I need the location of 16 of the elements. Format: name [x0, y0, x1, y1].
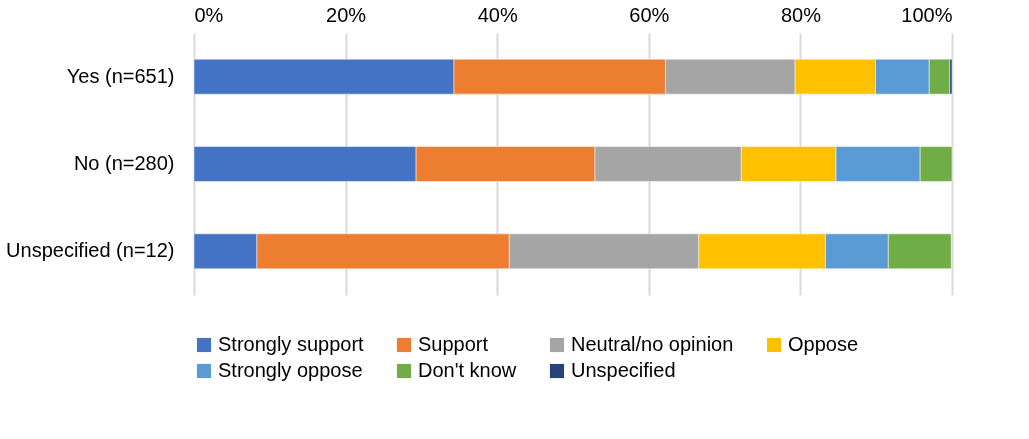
legend-label: Neutral/no opinion	[571, 333, 734, 355]
legend-label: Strongly oppose	[218, 359, 363, 381]
y-tick-label: Yes (n=651)	[66, 64, 175, 87]
x-tick-label: 80%	[780, 3, 822, 26]
x-tick-label: 100%	[901, 3, 953, 26]
x-tick-label: 0%	[194, 3, 224, 26]
legend-label: Don't know	[418, 359, 517, 381]
legend-label: Strongly support	[218, 333, 365, 355]
legend-label: Support	[418, 333, 489, 355]
legend-label: Oppose	[788, 333, 859, 355]
y-tick-label: No (n=280)	[73, 152, 175, 174]
x-tick-label: 40%	[477, 3, 518, 26]
y-tick-label: Unspecified (n=12)	[6, 239, 175, 262]
x-tick-label: 60%	[629, 3, 670, 26]
x-tick-label: 20%	[326, 3, 367, 26]
legend-label: Unspecified	[571, 359, 676, 381]
